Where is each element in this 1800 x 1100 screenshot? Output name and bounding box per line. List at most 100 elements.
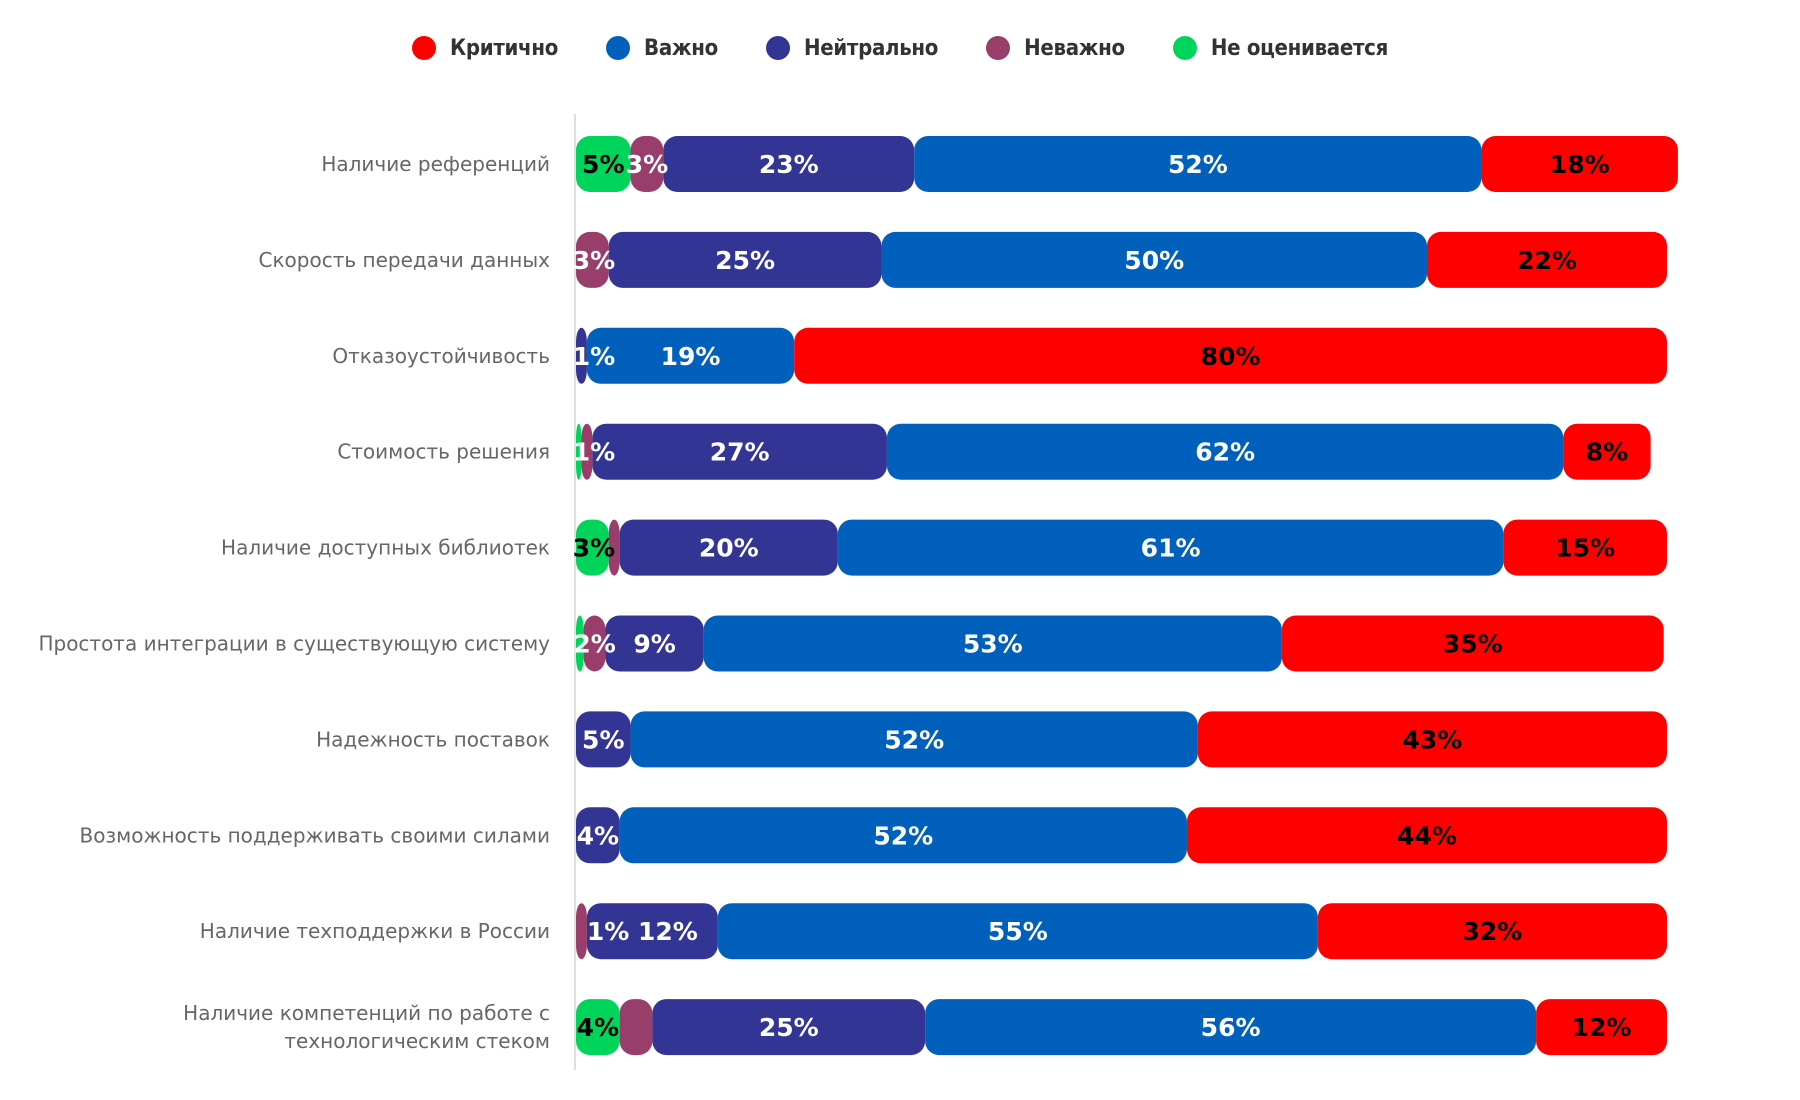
data-label: 32% xyxy=(1463,917,1523,946)
bar-segment[interactable] xyxy=(576,327,587,384)
bar-segment[interactable] xyxy=(619,519,838,576)
bar-segment[interactable] xyxy=(925,999,1537,1056)
category-label: Наличие доступных библиотек xyxy=(221,536,550,560)
data-label: 53% xyxy=(963,630,1023,659)
data-label: 55% xyxy=(988,917,1048,946)
category-label: Надежность поставок xyxy=(316,727,550,751)
data-label: 56% xyxy=(1201,1013,1261,1042)
bar-segment[interactable] xyxy=(663,136,915,192)
bar-segment[interactable] xyxy=(576,136,631,192)
bar-segment[interactable] xyxy=(1536,999,1667,1056)
category-label: Наличие компетенций по работе с технологи… xyxy=(183,1001,550,1053)
data-label: 4% xyxy=(577,1013,619,1042)
legend-item[interactable]: Не оценивается xyxy=(1172,35,1388,61)
legend-label: Важно xyxy=(644,35,718,61)
data-label: 27% xyxy=(710,438,770,467)
data-label: 9% xyxy=(633,630,675,659)
bar-segment[interactable] xyxy=(605,615,704,672)
bar-segment[interactable] xyxy=(630,711,1198,768)
bar-segment[interactable] xyxy=(1197,711,1667,768)
bar-segment[interactable] xyxy=(576,807,620,864)
legend-item[interactable]: Критично xyxy=(412,36,558,61)
data-label: 3% xyxy=(626,150,668,179)
bar-segment[interactable] xyxy=(630,136,664,192)
data-label: 25% xyxy=(715,246,775,275)
legend-item[interactable]: Важно xyxy=(606,36,718,61)
bar-segment[interactable] xyxy=(586,903,718,960)
bar-segment[interactable] xyxy=(1186,807,1667,864)
legend-item[interactable]: Нейтрально xyxy=(765,35,939,61)
bar-segment[interactable] xyxy=(1281,615,1664,672)
data-label: 62% xyxy=(1195,438,1255,467)
bar-segment[interactable] xyxy=(837,519,1504,576)
data-label: 1% 12% xyxy=(587,917,698,946)
category-label: Скорость передачи данных xyxy=(258,248,550,272)
data-label: 18% xyxy=(1550,150,1610,179)
legend-marker-icon xyxy=(606,36,631,60)
bar-segment[interactable] xyxy=(886,423,1564,480)
bar-segment[interactable] xyxy=(619,807,1187,864)
bar-segment[interactable] xyxy=(881,231,1427,288)
bar-segment[interactable] xyxy=(576,231,609,288)
data-label: 2% xyxy=(573,630,615,659)
chart-legend: Критично Важно Нейтрально Неважно Не оценива… xyxy=(0,30,1800,66)
data-label: 52% xyxy=(873,821,933,850)
legend-label: Нейтрально xyxy=(803,35,939,61)
bar-segment[interactable] xyxy=(1426,231,1667,288)
bar-segment[interactable] xyxy=(652,999,926,1056)
bar-segment[interactable] xyxy=(619,999,653,1056)
legend-label: Неважно xyxy=(1024,35,1125,61)
data-label: 52% xyxy=(1168,150,1228,179)
bar-segment[interactable] xyxy=(703,615,1282,672)
data-label: 4% xyxy=(577,821,619,850)
data-label: 3% xyxy=(573,534,615,563)
data-label: 25% xyxy=(759,1013,819,1042)
bar-segment[interactable] xyxy=(1563,423,1651,480)
category-label: Возможность поддерживать своими силами xyxy=(80,823,550,847)
bar-segment[interactable] xyxy=(914,136,1482,192)
legend-marker-icon xyxy=(765,36,790,60)
data-label: 5% xyxy=(582,725,624,754)
bar-segment[interactable] xyxy=(581,423,593,480)
category-label: Наличие референций xyxy=(321,152,550,176)
bar-segment[interactable] xyxy=(576,903,587,960)
data-label: 19% xyxy=(661,342,721,371)
bar-segment[interactable] xyxy=(576,711,631,768)
data-label: 43% xyxy=(1403,725,1463,754)
bar-segment[interactable] xyxy=(1481,136,1678,192)
data-label: 20% xyxy=(699,534,759,563)
data-label: 50% xyxy=(1124,246,1184,275)
bar-segment[interactable] xyxy=(576,519,609,576)
data-label: 3% xyxy=(573,246,615,275)
legend-label: Не оценивается xyxy=(1210,35,1388,61)
bar-segment[interactable] xyxy=(1317,903,1667,960)
data-label: 80% xyxy=(1201,342,1261,371)
bar-segment[interactable] xyxy=(592,423,887,480)
data-label: 44% xyxy=(1397,821,1457,850)
bar-segment[interactable] xyxy=(583,615,606,672)
data-label: 23% xyxy=(759,150,819,179)
bar-segment[interactable] xyxy=(1503,519,1667,576)
bar-segment[interactable] xyxy=(576,999,620,1056)
bar-segment[interactable] xyxy=(576,423,582,480)
data-label: 61% xyxy=(1141,534,1201,563)
bar-segment[interactable] xyxy=(608,231,882,288)
bar-segment[interactable] xyxy=(586,327,795,384)
bar-segment[interactable] xyxy=(608,519,620,576)
data-label: 35% xyxy=(1443,630,1503,659)
bar-segment[interactable] xyxy=(794,327,1667,384)
data-label: 8% xyxy=(1586,438,1628,467)
legend-label: Критично xyxy=(450,35,559,61)
bar-segment[interactable] xyxy=(717,903,1318,960)
legend-item[interactable]: Неважно xyxy=(986,36,1125,61)
data-label: 1% xyxy=(573,342,615,371)
bar-segment[interactable] xyxy=(576,615,584,672)
data-label: 5% xyxy=(582,150,624,179)
category-label: Отказоустойчивость xyxy=(332,344,550,368)
legend-marker-icon xyxy=(412,36,436,60)
data-label: 1% xyxy=(573,438,615,467)
category-label: Наличие техподдержки в России xyxy=(200,919,550,943)
data-label: 22% xyxy=(1517,246,1577,275)
data-label: 15% xyxy=(1555,534,1615,563)
